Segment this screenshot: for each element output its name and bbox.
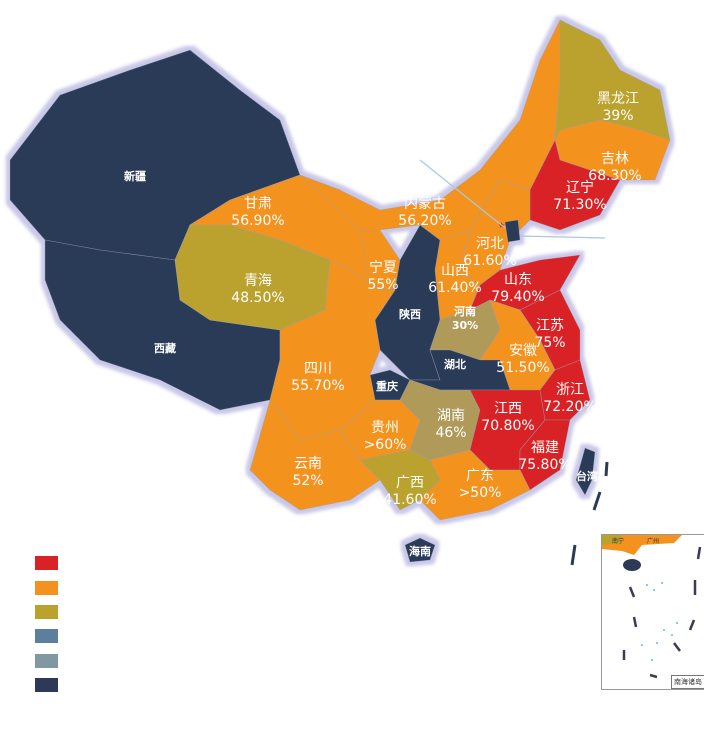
province-value-guangdong: >50% <box>459 485 502 501</box>
legend-item <box>35 649 58 673</box>
inset-city-nanning: 南宁 <box>612 537 624 545</box>
province-value-qinghai: 48.50% <box>231 290 284 306</box>
legend-swatch <box>35 629 58 644</box>
province-value-gansu: 56.90% <box>231 213 284 229</box>
province-taiwan[interactable] <box>575 447 596 496</box>
province-value-anhui: 51.50% <box>496 360 549 376</box>
province-value-henan: 30% <box>452 319 478 332</box>
province-value-sichuan: 55.70% <box>291 378 344 394</box>
province-name-taiwan: 台湾 <box>576 469 598 483</box>
province-name-ningxia: 宁夏 <box>369 259 397 276</box>
province-name-hainan: 海南 <box>409 544 431 558</box>
legend-item <box>35 600 58 624</box>
province-name-henan: 河南 <box>454 304 476 318</box>
province-guangxi[interactable] <box>359 449 441 511</box>
legend <box>35 551 58 697</box>
province-value-hebei: 61.60% <box>463 253 516 269</box>
province-name-sichuan: 四川 <box>304 361 332 377</box>
province-value-yunnan: 52% <box>292 473 323 489</box>
province-value-zhejiang: 72.20% <box>543 399 596 415</box>
province-hainan[interactable] <box>404 537 436 563</box>
legend-swatch <box>35 580 58 595</box>
legend-item <box>35 624 58 648</box>
province-name-hebei: 河北 <box>476 236 504 252</box>
inset-city-guangzhou: 广州 <box>647 537 659 545</box>
province-name-yunnan: 云南 <box>294 456 322 472</box>
legend-swatch <box>35 678 58 693</box>
province-value-guangxi: 41.60% <box>383 492 436 508</box>
province-yunnan[interactable] <box>249 399 381 511</box>
province-value-liaoning: 71.30% <box>553 197 606 213</box>
inset-title: 南海诸岛 <box>671 675 704 689</box>
province-value-fujian: 75.80% <box>518 457 571 473</box>
province-name-qinghai: 青海 <box>244 273 272 289</box>
province-liaoning[interactable] <box>529 139 621 231</box>
legend-swatch <box>35 556 58 571</box>
legend-swatch <box>35 653 58 668</box>
province-name-hubei: 湖北 <box>444 357 466 371</box>
beijing-callout-line <box>419 159 506 229</box>
province-name-jilin: 吉林 <box>601 151 629 167</box>
province-name-hunan: 湖南 <box>437 408 465 424</box>
province-value-guizhou: >60% <box>364 437 407 453</box>
province-value-ningxia: 55% <box>367 277 398 293</box>
province-name-guangdong: 广东 <box>466 468 494 484</box>
province-name-xizang: 西藏 <box>154 341 176 355</box>
province-value-jiangxi: 70.80% <box>481 418 534 434</box>
inset-map: 南宁 广州 <box>602 535 702 679</box>
province-beijing[interactable] <box>504 219 521 243</box>
province-name-zhejiang: 浙江 <box>556 382 584 398</box>
province-name-neimenggu: 内蒙古 <box>404 196 446 212</box>
inset-hainan <box>623 559 641 571</box>
south-china-sea-inset: 南宁 广州 南海诸岛 <box>601 534 704 690</box>
province-name-guizhou: 贵州 <box>371 420 399 436</box>
legend-item <box>35 673 58 697</box>
province-value-jilin: 68.30% <box>588 168 641 184</box>
province-name-gansu: 甘肃 <box>244 196 272 212</box>
province-name-shandong: 山东 <box>504 272 532 288</box>
province-value-shanxi: 61.40% <box>428 280 481 296</box>
province-name-guangxi: 广西 <box>396 475 424 491</box>
inset-mainland <box>602 535 682 555</box>
province-name-anhui: 安徽 <box>509 343 537 359</box>
inset-islands <box>641 582 678 661</box>
province-name-fujian: 福建 <box>531 440 559 456</box>
inset-dashes <box>622 546 702 679</box>
province-value-neimenggu: 56.20% <box>398 213 451 229</box>
province-name-jiangxi: 江西 <box>494 401 522 417</box>
province-name-liaoning: 辽宁 <box>566 179 594 196</box>
legend-item <box>35 575 58 599</box>
province-name-shaanxi: 陕西 <box>399 307 421 321</box>
province-name-jiangsu: 江苏 <box>536 318 564 334</box>
tianjin-callout-line <box>519 235 606 239</box>
south-sea-dashes <box>570 461 609 566</box>
province-value-jiangsu: 75% <box>534 335 565 351</box>
province-value-shandong: 79.40% <box>491 289 544 305</box>
province-name-xinjiang: 新疆 <box>124 169 146 183</box>
province-value-hunan: 46% <box>435 425 466 441</box>
province-name-chongqing: 重庆 <box>376 379 398 393</box>
province-name-shanxi: 山西 <box>441 263 469 279</box>
province-name-heilongjiang: 黑龙江 <box>597 91 639 107</box>
inset-guangxi <box>602 535 622 545</box>
province-value-heilongjiang: 39% <box>602 108 633 124</box>
legend-swatch <box>35 604 58 619</box>
legend-item <box>35 551 58 575</box>
